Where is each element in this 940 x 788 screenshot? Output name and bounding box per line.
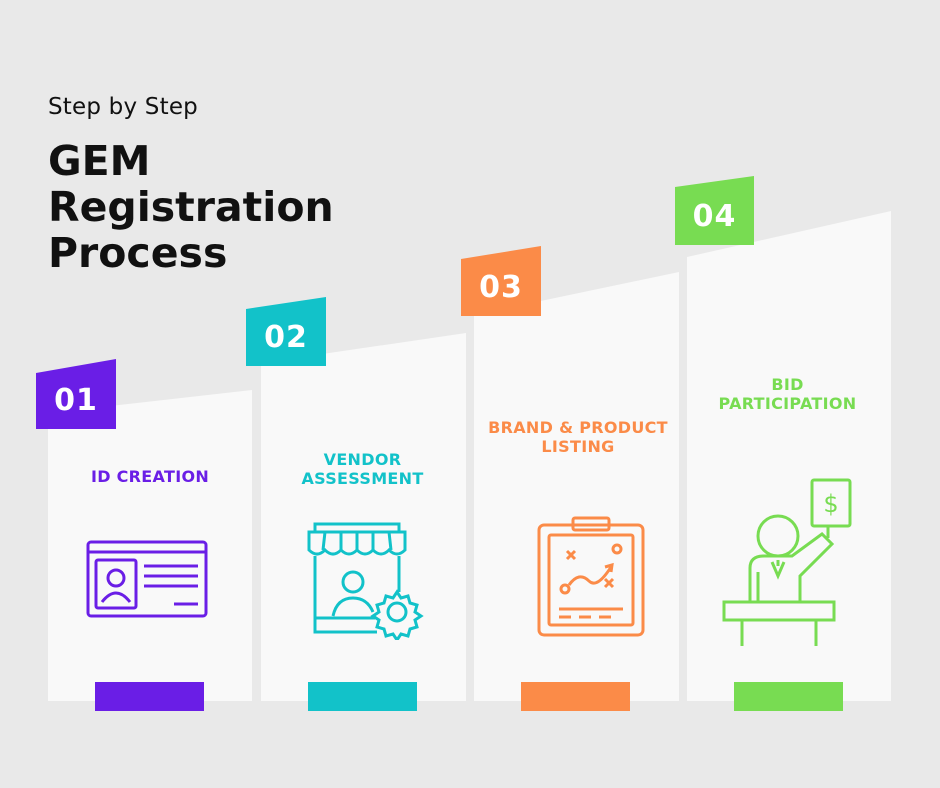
step-bar-3 bbox=[521, 682, 630, 711]
step-label-2: VENDOR ASSESSMENT bbox=[301, 450, 424, 488]
step-number-2: 02 bbox=[264, 319, 308, 355]
id-card-icon bbox=[86, 540, 208, 618]
step-bar-1 bbox=[95, 682, 204, 711]
step-bar-2 bbox=[308, 682, 417, 711]
svg-text:$: $ bbox=[823, 490, 838, 518]
step-label-1: ID CREATION bbox=[90, 467, 210, 486]
strategy-clipboard-icon bbox=[537, 516, 645, 637]
title-line-3: Process bbox=[48, 229, 228, 277]
bidder-icon: $ bbox=[722, 478, 852, 646]
title-line-1: GEM bbox=[48, 137, 151, 185]
panel-step-3 bbox=[474, 272, 679, 701]
badge-shape-2 bbox=[246, 297, 326, 366]
panel-step-2 bbox=[261, 333, 466, 701]
step-label-4: BID PARTICIPATION bbox=[718, 375, 857, 413]
step-number-3: 03 bbox=[479, 269, 523, 305]
step-number-1: 01 bbox=[54, 383, 98, 418]
step-number-4: 04 bbox=[692, 198, 737, 234]
step-label-3: BRAND & PRODUCT LISTING bbox=[488, 418, 668, 456]
vendor-shop-icon bbox=[307, 522, 424, 640]
badge-shape-1 bbox=[36, 359, 116, 429]
badge-shape-3 bbox=[461, 246, 541, 316]
title-line-2: Registration bbox=[48, 183, 334, 231]
page-title: GEM Registration Process bbox=[48, 138, 334, 276]
panel-step-4 bbox=[687, 211, 891, 701]
step-bar-4 bbox=[734, 682, 843, 711]
badge-shape-4 bbox=[675, 176, 754, 245]
subtitle: Step by Step bbox=[48, 94, 198, 120]
panel-step-1 bbox=[48, 390, 252, 701]
